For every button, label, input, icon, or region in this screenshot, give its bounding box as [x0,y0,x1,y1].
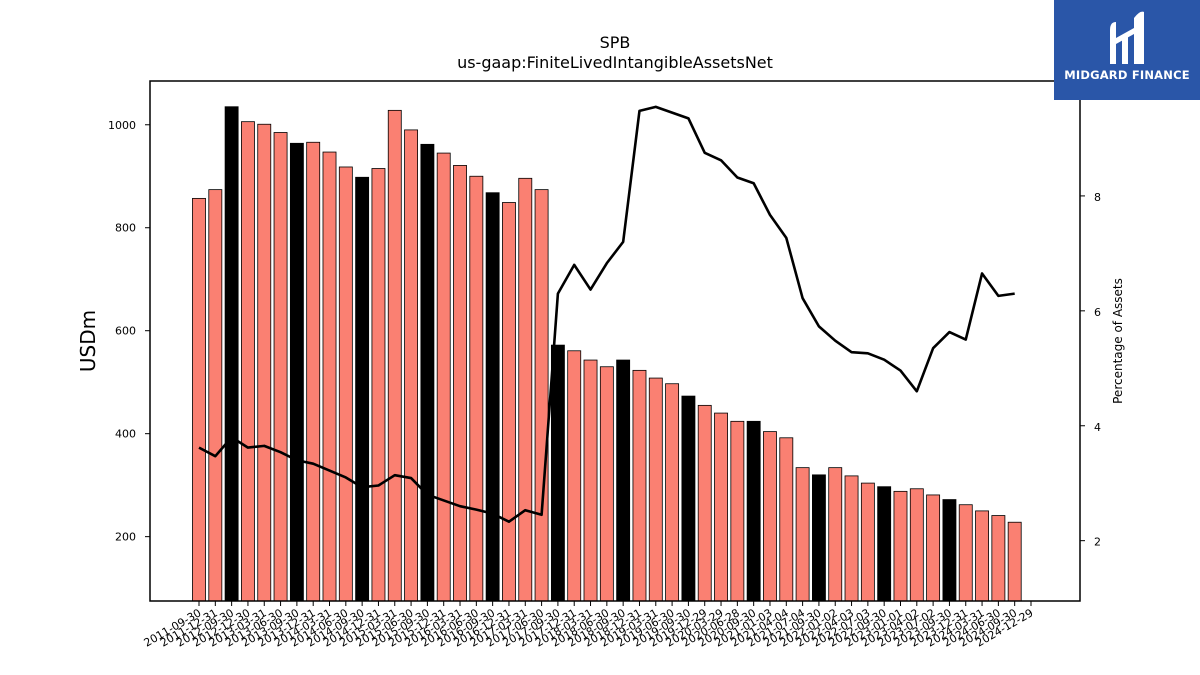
y2-tick-label: 2 [1094,536,1101,549]
bar [632,369,647,602]
bar [289,142,304,602]
bar [975,510,989,602]
bar [714,412,728,602]
bar [991,515,1006,602]
bar [306,141,321,602]
bar [257,123,272,602]
bar [599,366,614,602]
bar [469,175,484,602]
bar [648,377,663,602]
bar [795,467,810,602]
y-tick-label: 400 [115,428,136,441]
y-tick-label: 200 [115,531,136,544]
bar [453,165,467,602]
bar [224,106,239,602]
bar [958,504,973,602]
chart-title: SPB [600,33,631,52]
bar [322,151,337,602]
bar [665,383,680,602]
bar [338,166,353,602]
bar [387,109,402,602]
y2-tick-label: 6 [1094,306,1101,319]
logo-mark-icon [1110,11,1144,65]
bar [192,197,206,602]
y-axis-left: 200 400 600 800 1000 [108,119,150,544]
bar [273,132,288,602]
y2-tick-label: 8 [1094,191,1101,204]
x-axis: 2011-09-302011-12-312012-09-302012-12-30… [142,601,1036,650]
percentage-line [198,105,1015,524]
bar-series [192,106,1022,602]
bar [518,177,533,602]
bar [828,467,843,602]
bar [1007,521,1022,602]
y2-tick-label: 4 [1094,421,1101,434]
bar [942,499,957,602]
bar [567,350,582,602]
line-series [198,105,1015,524]
y2-axis-label: Percentage of Assets [1111,278,1125,404]
bar [371,168,386,602]
y-tick-label: 600 [115,325,136,338]
bar [844,475,859,602]
bar [779,437,794,602]
plot-frame [149,80,1081,602]
bar [616,359,631,602]
bar [860,482,875,602]
bar [812,474,826,602]
y-axis-right: 2 4 6 8 [1080,191,1101,549]
bar [404,129,418,602]
bar [893,490,908,602]
bar [909,488,924,602]
y-axis-label: USDm [76,310,100,372]
brand-logo: MIDGARD FINANCE [1054,0,1200,100]
bar [763,431,777,602]
bar [241,121,255,602]
chart-subtitle: us-gaap:FiniteLivedIntangibleAssetsNet [457,53,773,72]
bar [583,359,598,602]
bar [877,486,892,602]
bar [746,420,761,602]
bar [502,202,516,602]
y-tick-label: 1000 [108,119,136,132]
bar [730,420,745,602]
bar [534,189,549,602]
bar [355,176,370,602]
bar [208,189,223,602]
bar [926,494,941,602]
bar [420,143,435,602]
logo-text: MIDGARD FINANCE [1064,68,1190,82]
bar [550,344,565,602]
bar [697,404,712,602]
y-tick-label: 800 [115,222,136,235]
bar [485,192,500,602]
bar [681,395,696,602]
bar [436,152,451,602]
